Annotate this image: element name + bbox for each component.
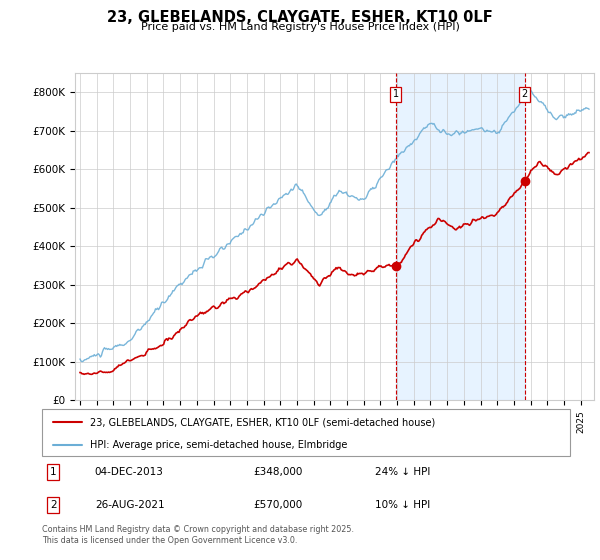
Text: Contains HM Land Registry data © Crown copyright and database right 2025.
This d: Contains HM Land Registry data © Crown c… xyxy=(42,525,354,545)
Text: 23, GLEBELANDS, CLAYGATE, ESHER, KT10 0LF (semi-detached house): 23, GLEBELANDS, CLAYGATE, ESHER, KT10 0L… xyxy=(89,417,435,427)
Text: 23, GLEBELANDS, CLAYGATE, ESHER, KT10 0LF: 23, GLEBELANDS, CLAYGATE, ESHER, KT10 0L… xyxy=(107,10,493,25)
Text: £570,000: £570,000 xyxy=(253,500,302,510)
Text: 10% ↓ HPI: 10% ↓ HPI xyxy=(374,500,430,510)
Text: 26-AUG-2021: 26-AUG-2021 xyxy=(95,500,164,510)
Text: 24% ↓ HPI: 24% ↓ HPI xyxy=(374,467,430,477)
Text: Price paid vs. HM Land Registry's House Price Index (HPI): Price paid vs. HM Land Registry's House … xyxy=(140,22,460,32)
Text: 2: 2 xyxy=(50,500,56,510)
Text: HPI: Average price, semi-detached house, Elmbridge: HPI: Average price, semi-detached house,… xyxy=(89,440,347,450)
Text: 2: 2 xyxy=(521,89,528,99)
Bar xyxy=(396,73,525,400)
Text: 1: 1 xyxy=(50,467,56,477)
Text: £348,000: £348,000 xyxy=(253,467,302,477)
Text: 04-DEC-2013: 04-DEC-2013 xyxy=(95,467,164,477)
Text: 1: 1 xyxy=(392,89,399,99)
